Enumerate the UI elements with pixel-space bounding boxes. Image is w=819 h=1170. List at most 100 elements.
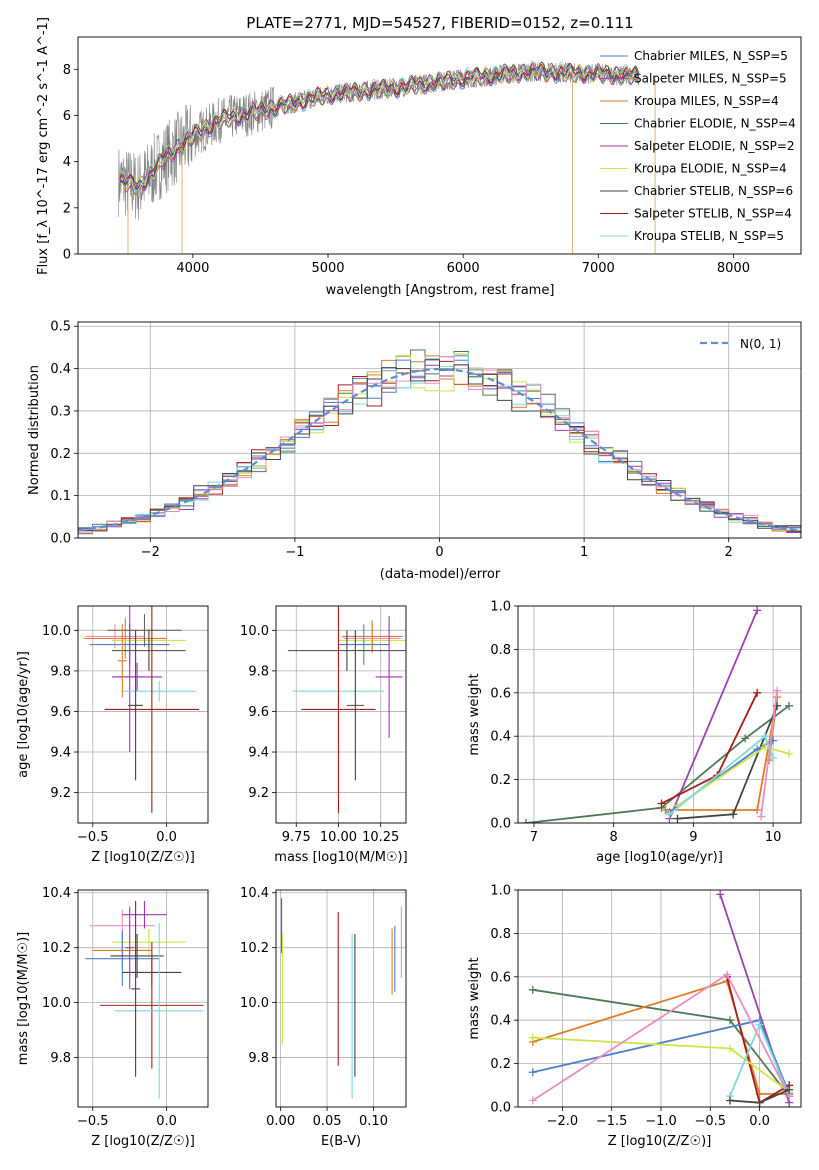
legend: Chabrier MILES, N_SSP=5 Salpeter MILES, N… (600, 49, 796, 243)
mass-weight-line (525, 705, 790, 823)
point-marker (755, 1020, 764, 1029)
x-tick-label: 1 (580, 545, 588, 560)
panel-7: 0.00 0.05 0.10 9.8 10.0 10.2 10.4 E(B-V) (240, 886, 407, 1149)
plot-area (287, 606, 406, 813)
y-tick-label: 8 (63, 63, 71, 78)
y-tick-label: 0.2 (50, 447, 71, 462)
y-tick-label: 0 (63, 248, 71, 263)
point-marker (657, 799, 666, 808)
x-axis-label: mass [log10(M/M☉)] (274, 850, 407, 865)
point-marker (785, 701, 794, 710)
point-marker (723, 970, 732, 979)
y-tick-label: 10.2 (42, 941, 71, 956)
y-tick-label: 9.6 (50, 705, 71, 720)
legend-label: Kroupa MILES, N_SSP=4 (634, 94, 779, 108)
legend-label: Chabrier MILES, N_SSP=5 (634, 49, 788, 63)
x-axis-label: Z [log10(Z/Z☉)] (91, 1134, 195, 1149)
y-tick-label: 10.0 (42, 624, 71, 639)
point-marker (753, 805, 762, 814)
x-tick-label: 0.0 (749, 1114, 770, 1129)
y-tick-label: 9.4 (50, 746, 71, 761)
y-tick-label: 2 (63, 201, 71, 216)
y-axis-label: mass [log10(M/M☉)] (16, 932, 31, 1065)
x-tick-label: 7000 (582, 261, 615, 276)
y-tick-label: 1.0 (490, 884, 511, 899)
axes-frame (77, 321, 802, 539)
point-marker (753, 606, 762, 615)
x-tick-label: 0 (435, 545, 443, 560)
x-tick-label: 0.10 (359, 1114, 388, 1129)
x-axis-label: Z [log10(Z/Z☉)] (91, 850, 195, 865)
y-axis-label: mass weight (467, 957, 482, 1039)
x-tick-label: −0.5 (77, 1114, 109, 1129)
gaussian-curve (78, 367, 801, 532)
y-axis-label: Normed distribution (27, 365, 42, 495)
chart-title: PLATE=2771, MJD=54527, FIBERID=0152, z=0… (246, 14, 633, 32)
x-tick-label: 7 (530, 830, 538, 845)
y-tick-label: 0.3 (50, 404, 71, 419)
x-axis-label: Z [log10(Z/Z☉)] (608, 1134, 712, 1149)
point-marker (757, 812, 766, 821)
axes-frame (77, 36, 802, 255)
y-tick-label: 10.4 (240, 886, 269, 901)
point-marker (665, 810, 674, 819)
y-tick-label: 9.2 (248, 786, 269, 801)
panel-5: 7 8 9 10 0.0 0.2 0.4 0.6 0.8 1.0 age [log10(age/yr… (467, 600, 802, 865)
plot-area (83, 606, 200, 813)
axes-frame (77, 605, 209, 824)
y-tick-label: 0.2 (490, 1057, 511, 1072)
plot-area (85, 900, 204, 1099)
x-tick-label: −1.0 (645, 1114, 677, 1129)
x-tick-label: 10.00 (320, 830, 357, 845)
legend-label: Salpeter STELIB, N_SSP=4 (634, 207, 792, 221)
y-tick-label: 4 (63, 155, 71, 170)
point-marker (761, 732, 770, 741)
point-marker (521, 819, 530, 823)
x-tick-label: 6000 (447, 261, 480, 276)
legend-label: Chabrier STELIB, N_SSP=6 (634, 184, 793, 198)
x-tick-label: 2 (725, 545, 733, 560)
y-tick-label: 0.4 (490, 730, 511, 745)
legend-label: Salpeter MILES, N_SSP=5 (634, 72, 787, 86)
plot-area (78, 349, 801, 535)
x-tick-label: −1.5 (596, 1114, 628, 1129)
y-tick-label: 1.0 (490, 600, 511, 615)
x-tick-label: 4000 (176, 261, 209, 276)
x-tick-label: 10 (765, 830, 782, 845)
x-tick-label: −0.5 (77, 830, 109, 845)
legend-label: Chabrier ELODIE, N_SSP=4 (634, 117, 796, 131)
x-tick-label: 0.0 (156, 1114, 177, 1129)
y-tick-label: 0.5 (50, 320, 71, 335)
point-marker (726, 1096, 735, 1105)
point-marker (528, 1033, 537, 1042)
panel-8: −2.0 −1.5 −1.0 −0.5 0.0 0.0 0.2 0.4 0.6 0.8 1.0 Z [… (467, 884, 802, 1149)
x-tick-label: 10.25 (362, 830, 399, 845)
panel-4: 9.75 10.00 10.25 9.2 9.4 9.6 9.8 10.0 mass [log1… (240, 605, 408, 865)
y-tick-label: 0.6 (490, 970, 511, 985)
point-marker (755, 1098, 764, 1107)
legend-label: N(0, 1) (740, 337, 781, 351)
y-tick-label: 0.0 (490, 817, 511, 832)
plot-area (528, 890, 794, 1107)
y-tick-label: 0.4 (490, 1014, 511, 1029)
point-marker (726, 1016, 735, 1025)
axes-frame (275, 605, 407, 824)
model-spectrum (119, 62, 640, 193)
point-marker (726, 1044, 735, 1053)
x-tick-label: 9 (689, 830, 697, 845)
residual-histogram (78, 356, 801, 534)
point-marker (741, 734, 750, 743)
y-tick-label: 9.6 (248, 705, 269, 720)
model-spectrum (119, 61, 640, 188)
x-tick-label: 0.0 (156, 830, 177, 845)
point-marker (729, 810, 738, 819)
mass-weight-line (661, 692, 759, 805)
x-axis-label: E(B-V) (321, 1134, 361, 1149)
axes-frame (77, 889, 209, 1108)
x-axis-label: (data-model)/error (380, 567, 501, 582)
legend-label: Kroupa ELODIE, N_SSP=4 (634, 162, 787, 176)
x-tick-label: 8 (610, 830, 618, 845)
y-axis-label: mass weight (467, 673, 482, 755)
x-tick-label: −0.5 (694, 1114, 726, 1129)
